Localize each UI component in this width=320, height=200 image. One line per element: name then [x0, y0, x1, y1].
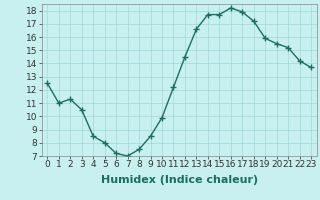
X-axis label: Humidex (Indice chaleur): Humidex (Indice chaleur) [100, 175, 258, 185]
